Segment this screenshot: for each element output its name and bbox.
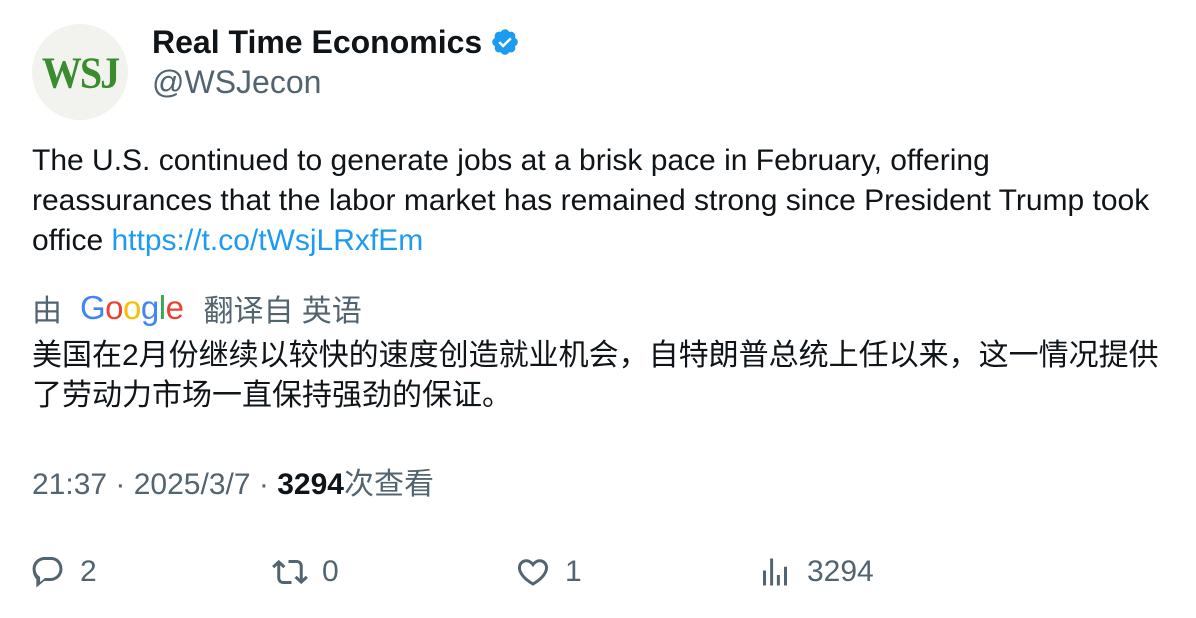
reply-count: 2 (80, 555, 97, 588)
google-logo-letter: o (123, 289, 141, 326)
tweet-link[interactable]: https://t.co/tWsjLRxfEm (111, 224, 424, 257)
retweet-count: 0 (322, 555, 339, 588)
author-handle[interactable]: @WSJecon (152, 64, 322, 100)
display-name[interactable]: Real Time Economics (152, 24, 483, 60)
avatar-logo: WSJ (41, 47, 120, 97)
google-logo: Google (80, 286, 184, 330)
tweet-date[interactable]: 2025/3/7 (133, 468, 251, 501)
reply-button[interactable]: 2 (30, 550, 97, 594)
reply-icon (32, 557, 63, 588)
author-name-row[interactable]: Real Time Economics (152, 22, 520, 62)
tweet-text: The U.S. continued to generate jobs at a… (32, 144, 1150, 257)
like-count: 1 (565, 555, 582, 588)
retweet-icon (272, 559, 308, 585)
google-logo-letter: G (80, 289, 106, 326)
verified-badge-icon (492, 29, 519, 55)
google-logo-letter: l (158, 289, 166, 326)
translation-prefix: 由 (32, 295, 62, 328)
views-action-count: 3294 (807, 555, 874, 588)
tweet-body: The U.S. continued to generate jobs at a… (32, 141, 1172, 261)
analytics-icon (763, 558, 787, 586)
meta-separator: · (107, 468, 134, 501)
google-logo-letter: g (140, 289, 159, 326)
tweet-time[interactable]: 21:37 (32, 468, 108, 501)
translated-text: 美国在2月份继续以较快的速度创造就业机会，自特朗普总统上任以来，这一情况提供了劳… (32, 339, 1159, 412)
google-logo-letter: o (105, 289, 124, 326)
like-button[interactable]: 1 (515, 550, 582, 594)
meta-separator: · (250, 468, 278, 501)
views-button[interactable]: 3294 (757, 550, 874, 594)
heart-icon (517, 559, 549, 586)
translation-attribution: 由 Google 翻译自 英语 (32, 286, 362, 330)
avatar[interactable]: WSJ (32, 24, 128, 120)
retweet-button[interactable]: 0 (272, 550, 339, 594)
translation-suffix: 翻译自 英语 (203, 295, 362, 328)
action-bar: 2 0 1 3294 (0, 550, 1196, 594)
view-count-label: 次查看 (343, 468, 434, 501)
google-logo-letter: e (165, 289, 184, 326)
tweet-meta: 21:37 · 2025/3/7 · 3294次查看 (32, 465, 434, 505)
view-count: 3294 (277, 468, 344, 501)
